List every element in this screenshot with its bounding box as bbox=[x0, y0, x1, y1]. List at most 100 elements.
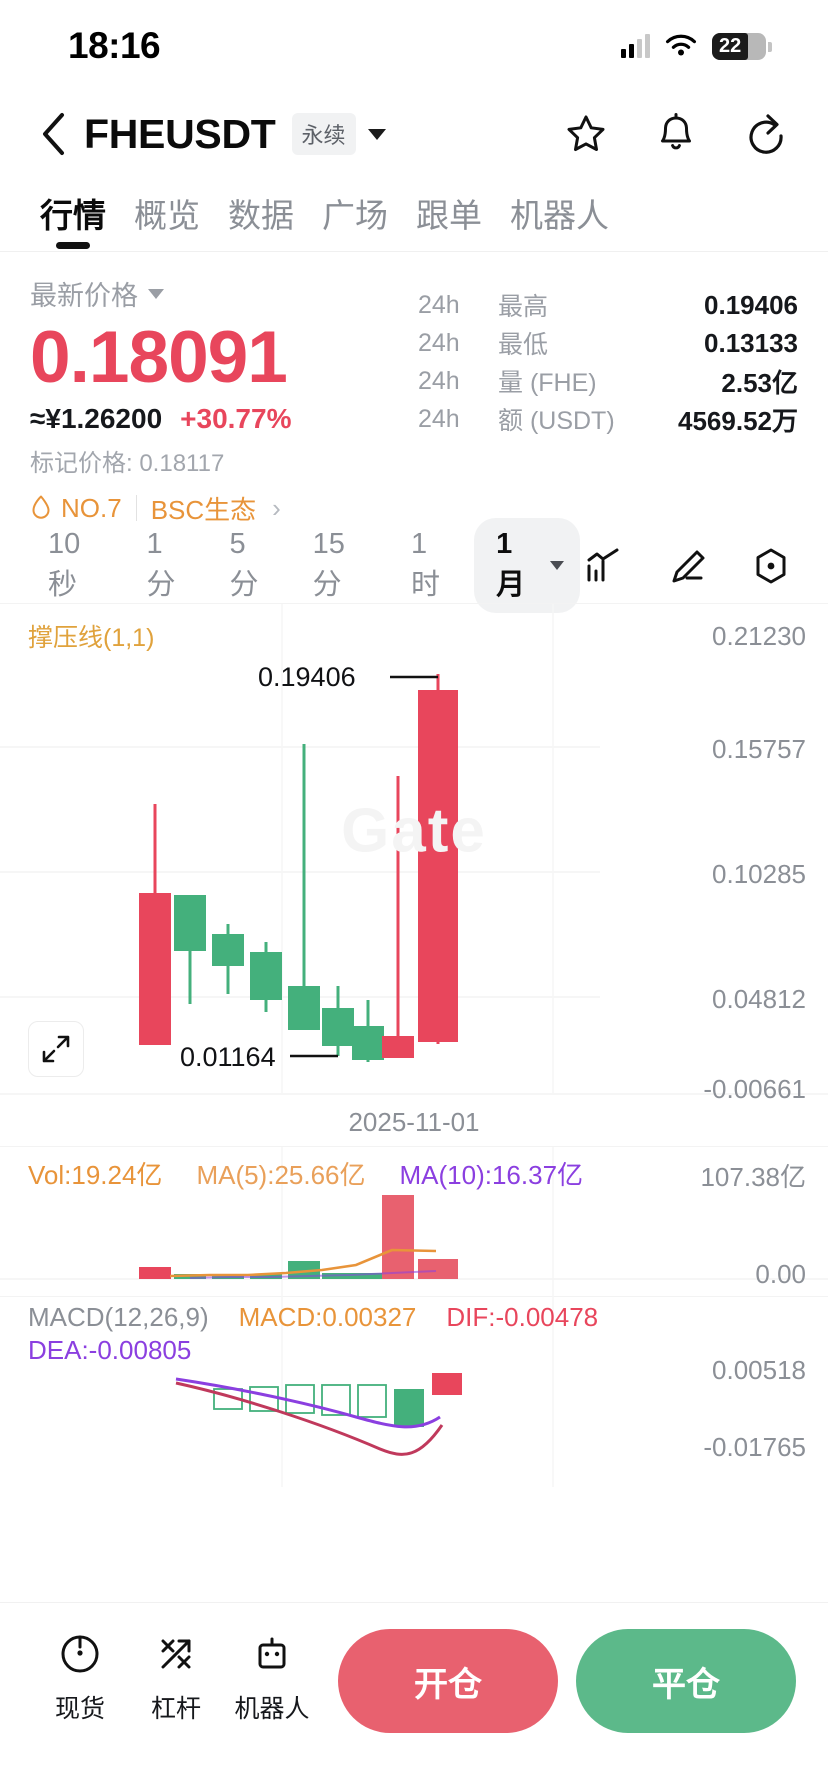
chart-tool-icons bbox=[580, 543, 800, 589]
gate-watermark: Gate bbox=[341, 796, 487, 866]
timeframe-5m[interactable]: 5分 bbox=[229, 528, 259, 602]
stat-row: 24h 最高 0.19406 bbox=[418, 288, 798, 322]
candlestick-chart[interactable]: 撑压线(1,1) Gate bbox=[0, 602, 828, 1104]
mark-price: 标记价格: 0.18117 bbox=[30, 449, 225, 477]
y-tick: 0.10285 bbox=[712, 858, 806, 889]
close-position-button[interactable]: 平仓 bbox=[576, 1629, 796, 1733]
low-price-annotation: 0.01164 bbox=[180, 1041, 276, 1072]
battery-percent: 22 bbox=[719, 34, 742, 57]
macd-y-top: 0.00518 bbox=[712, 1354, 806, 1385]
bell-icon[interactable] bbox=[652, 110, 700, 158]
stat-name: 量 (FHE) bbox=[498, 369, 597, 397]
macd-legend-dif: DIF:-0.00478 bbox=[446, 1301, 599, 1332]
stat-row: 24h 额 (USDT) 4569.52万 bbox=[418, 402, 798, 436]
macd-pane[interactable]: MACD(12,26,9) MACD:0.00327 DIF:-0.00478 … bbox=[0, 1296, 828, 1487]
tag-list[interactable]: NO.7 BSC生态 › bbox=[30, 490, 418, 527]
quick-action-label: 现货 bbox=[54, 1695, 105, 1723]
bottom-action-bar: 现货 杠杆 机器人 开仓 平仓 bbox=[0, 1602, 828, 1792]
chart-canvas bbox=[0, 603, 828, 1095]
latest-price-label: 最新价格 bbox=[30, 281, 138, 311]
leverage-icon bbox=[153, 1629, 199, 1679]
quick-action-robot[interactable]: 机器人 bbox=[224, 1629, 320, 1725]
settings-hexagon-icon[interactable] bbox=[748, 543, 794, 589]
section-tabs: 行情 概览 数据 广场 跟单 机器人 bbox=[0, 176, 828, 252]
status-indicators: 22 bbox=[621, 32, 772, 60]
chevron-down-icon[interactable] bbox=[367, 128, 386, 140]
last-price: 0.18091 bbox=[30, 317, 288, 398]
quick-action-spot[interactable]: 现货 bbox=[32, 1629, 128, 1725]
cellular-signal-icon bbox=[621, 34, 650, 58]
macd-legend-dea: DEA:-0.00805 bbox=[28, 1334, 192, 1365]
page-title: FHEUSDT bbox=[84, 110, 276, 157]
ecosystem-tag[interactable]: BSC生态 bbox=[150, 494, 257, 525]
expand-arrows-icon[interactable] bbox=[28, 1020, 84, 1077]
rank-text: NO.7 bbox=[61, 492, 122, 523]
stat-name: 最低 bbox=[498, 331, 549, 359]
status-time: 18:16 bbox=[68, 25, 161, 66]
battery-icon: 22 bbox=[712, 32, 772, 60]
high-price-annotation: 0.19406 bbox=[258, 661, 356, 692]
tab-market[interactable]: 行情 bbox=[26, 189, 120, 251]
latest-price-selector[interactable]: 最新价格 bbox=[30, 274, 418, 313]
contract-type-chip[interactable]: 永续 bbox=[291, 113, 356, 155]
draw-pen-icon[interactable] bbox=[664, 543, 710, 589]
y-tick: -0.00661 bbox=[703, 1073, 806, 1104]
tab-copytrade[interactable]: 跟单 bbox=[416, 197, 482, 234]
y-tick: 0.21230 bbox=[712, 620, 806, 651]
volume-pane[interactable]: Vol:19.24亿 MA(5):25.66亿 MA(10):16.37亿 10… bbox=[0, 1146, 828, 1297]
timeframe-15m[interactable]: 15分 bbox=[312, 528, 345, 602]
share-icon[interactable] bbox=[742, 110, 790, 158]
spot-circle-icon bbox=[57, 1629, 103, 1679]
robot-icon bbox=[249, 1629, 295, 1679]
stat-name: 额 (USDT) bbox=[498, 407, 615, 435]
open-position-button[interactable]: 开仓 bbox=[338, 1629, 558, 1733]
star-icon[interactable] bbox=[562, 110, 610, 158]
x-axis-date: 2025-11-01 bbox=[0, 1099, 828, 1147]
chevron-right-icon[interactable]: › bbox=[272, 492, 281, 523]
divider bbox=[135, 495, 137, 522]
timeframe-10s[interactable]: 10秒 bbox=[48, 528, 81, 602]
stat-name: 最高 bbox=[498, 293, 549, 321]
macd-canvas bbox=[175, 1296, 554, 1487]
tab-square[interactable]: 广场 bbox=[322, 197, 388, 234]
quick-action-label: 杠杆 bbox=[150, 1695, 201, 1723]
timeframe-1month[interactable]: 1月 bbox=[474, 518, 580, 614]
wifi-icon bbox=[666, 34, 696, 55]
stat-period: 24h bbox=[418, 366, 460, 395]
stat-period: 24h bbox=[418, 404, 460, 433]
status-bar: 18:16 22 bbox=[0, 0, 828, 92]
volume-legend: Vol:19.24亿 MA(5):25.66亿 MA(10):16.37亿 bbox=[28, 1155, 583, 1192]
timeframe-1h[interactable]: 1时 bbox=[411, 528, 441, 602]
stat-value: 0.19406 bbox=[704, 289, 798, 320]
quick-action-leverage[interactable]: 杠杆 bbox=[128, 1629, 224, 1725]
caret-down-icon bbox=[148, 288, 164, 299]
tab-robot[interactable]: 机器人 bbox=[510, 197, 609, 234]
timeframe-1m[interactable]: 1分 bbox=[146, 528, 176, 602]
volume-y-top: 107.38亿 bbox=[700, 1161, 806, 1192]
volume-legend-ma5: MA(5):25.66亿 bbox=[196, 1159, 366, 1190]
flame-icon bbox=[32, 495, 50, 519]
y-tick: 0.04812 bbox=[712, 983, 806, 1014]
indicator-chart-icon[interactable] bbox=[580, 543, 626, 589]
timeframe-active-label: 1月 bbox=[496, 528, 526, 602]
y-tick: 0.15757 bbox=[712, 733, 806, 764]
rank-tag[interactable]: NO.7 bbox=[30, 493, 122, 524]
volume-y-bottom: 0.00 bbox=[755, 1258, 806, 1289]
macd-y-bottom: -0.01765 bbox=[703, 1431, 806, 1462]
stat-period: 24h bbox=[418, 328, 460, 357]
change-percent: +30.77% bbox=[180, 402, 292, 434]
stat-row: 24h 最低 0.13133 bbox=[418, 326, 798, 360]
macd-legend-macd: MACD:0.00327 bbox=[238, 1301, 417, 1332]
market-stats: 24h 最高 0.19406 24h 最低 0.13133 24h 量 (FHE… bbox=[418, 274, 798, 527]
chevron-left-icon[interactable] bbox=[30, 111, 76, 157]
macd-legend: MACD(12,26,9) MACD:0.00327 DIF:-0.00478 … bbox=[28, 1301, 599, 1365]
stat-value: 4569.52万 bbox=[678, 405, 798, 436]
stat-value: 0.13133 bbox=[704, 327, 798, 358]
tab-overview[interactable]: 概览 bbox=[134, 197, 200, 234]
quick-action-label: 机器人 bbox=[234, 1695, 310, 1723]
tab-data[interactable]: 数据 bbox=[228, 197, 294, 234]
nav-actions bbox=[562, 110, 790, 158]
stat-period: 24h bbox=[418, 290, 460, 319]
overlay-indicator-label: 撑压线(1,1) bbox=[28, 623, 155, 652]
